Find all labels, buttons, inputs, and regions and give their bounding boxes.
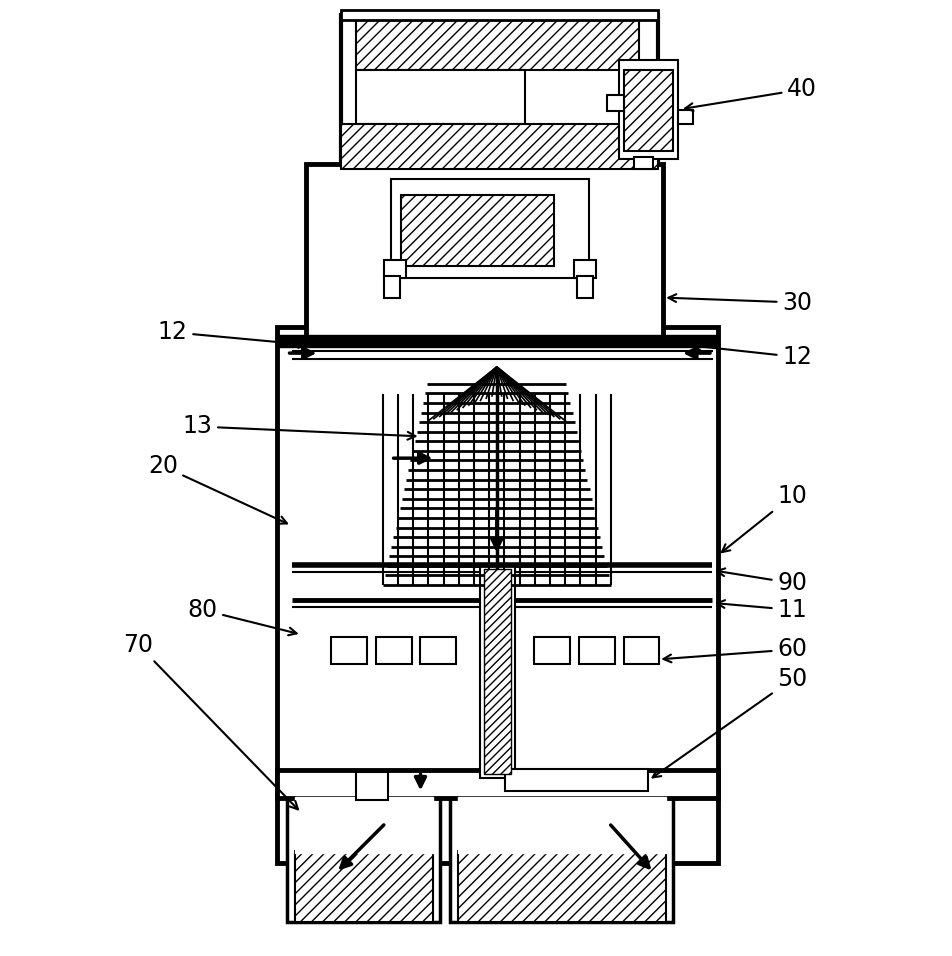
Bar [356, 20, 639, 70]
Bar [356, 772, 387, 800]
Text: 30: 30 [668, 291, 812, 315]
Bar [376, 637, 411, 664]
Bar [480, 565, 515, 778]
Bar [384, 275, 400, 297]
Bar [606, 96, 624, 111]
Text: 90: 90 [717, 569, 807, 595]
Bar [421, 637, 456, 664]
Bar [624, 637, 660, 664]
Text: 11: 11 [717, 598, 807, 621]
Bar [356, 70, 525, 124]
Bar [294, 851, 433, 923]
Bar [294, 797, 433, 853]
Bar [484, 569, 510, 774]
Text: 12: 12 [693, 342, 812, 369]
Bar [307, 163, 664, 337]
Text: 13: 13 [183, 415, 415, 440]
Bar [534, 637, 570, 664]
Text: 50: 50 [653, 667, 807, 777]
Bar [341, 124, 659, 168]
Bar [505, 770, 648, 792]
Bar [619, 59, 678, 159]
Text: 80: 80 [188, 598, 297, 636]
Bar [341, 15, 659, 168]
Bar [277, 336, 718, 347]
Bar [277, 771, 718, 798]
Bar [577, 275, 593, 297]
Text: 12: 12 [158, 320, 307, 348]
Bar [624, 70, 673, 151]
Text: 60: 60 [664, 638, 807, 663]
Bar [574, 260, 596, 278]
Bar [331, 637, 367, 664]
Bar [287, 795, 441, 923]
Bar [678, 110, 693, 124]
Bar [390, 179, 589, 278]
Bar [458, 797, 666, 853]
Bar [458, 851, 666, 923]
Bar [401, 194, 554, 266]
Text: 70: 70 [123, 633, 298, 810]
Bar [277, 327, 718, 862]
Bar [634, 157, 653, 168]
Text: 10: 10 [722, 484, 807, 553]
Text: 40: 40 [685, 77, 817, 111]
Bar [579, 637, 615, 664]
Bar [384, 260, 406, 278]
Bar [450, 795, 673, 923]
Text: 20: 20 [148, 454, 287, 524]
Bar [341, 11, 659, 20]
